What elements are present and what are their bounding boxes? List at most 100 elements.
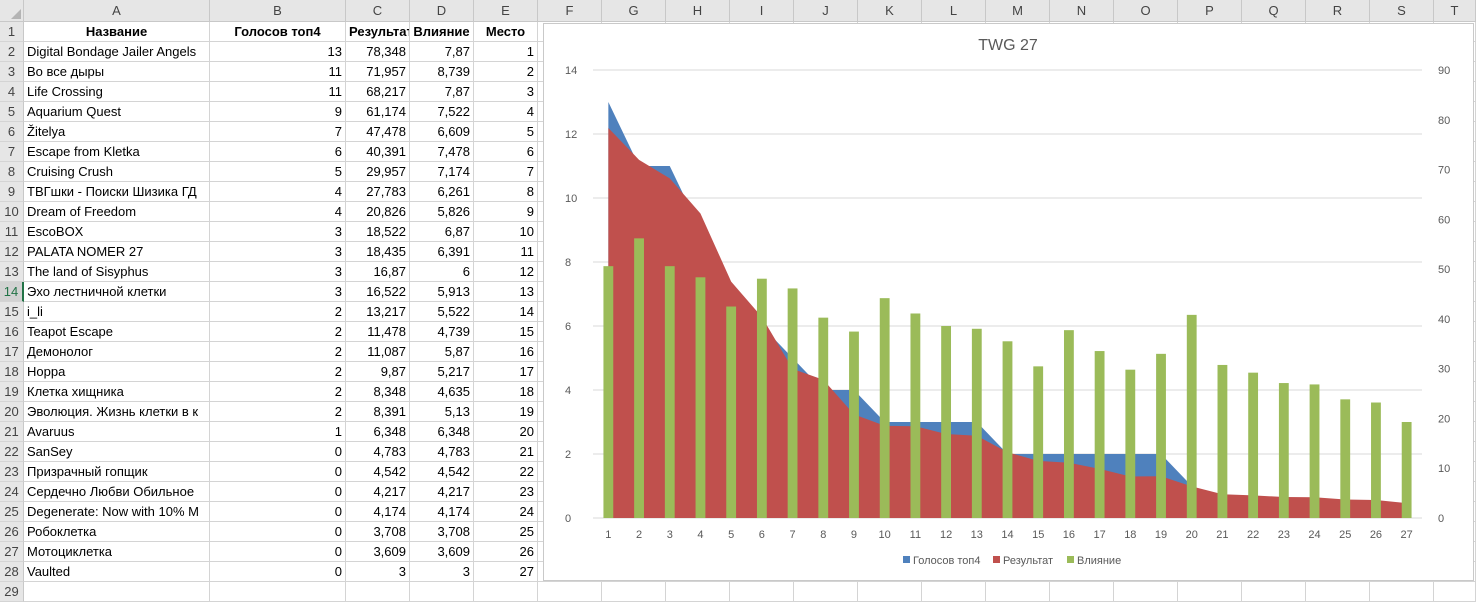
votes-cell[interactable]: 13 xyxy=(210,42,346,62)
grid-cell[interactable] xyxy=(1306,582,1370,602)
row-header-11[interactable]: 11 xyxy=(0,222,24,242)
row-header-9[interactable]: 9 xyxy=(0,182,24,202)
influence-cell[interactable]: 7,87 xyxy=(410,42,474,62)
result-cell[interactable]: 11,087 xyxy=(346,342,410,362)
name-cell[interactable]: i_li xyxy=(24,302,210,322)
header-name[interactable]: Название xyxy=(24,22,210,42)
grid-cell[interactable] xyxy=(666,582,730,602)
place-cell[interactable]: 2 xyxy=(474,62,538,82)
empty-cell[interactable] xyxy=(24,582,210,602)
column-header-s[interactable]: S xyxy=(1370,0,1434,22)
place-cell[interactable]: 22 xyxy=(474,462,538,482)
row-header-14[interactable]: 14 xyxy=(0,282,24,302)
result-cell[interactable]: 13,217 xyxy=(346,302,410,322)
empty-cell[interactable] xyxy=(210,582,346,602)
place-cell[interactable]: 25 xyxy=(474,522,538,542)
name-cell[interactable]: ТВГшки - Поиски Шизика ГД xyxy=(24,182,210,202)
place-cell[interactable]: 11 xyxy=(474,242,538,262)
column-header-e[interactable]: E xyxy=(474,0,538,22)
votes-cell[interactable]: 7 xyxy=(210,122,346,142)
select-all-corner[interactable] xyxy=(0,0,24,22)
result-cell[interactable]: 3,609 xyxy=(346,542,410,562)
row-header-16[interactable]: 16 xyxy=(0,322,24,342)
place-cell[interactable]: 17 xyxy=(474,362,538,382)
column-header-g[interactable]: G xyxy=(602,0,666,22)
result-cell[interactable]: 29,957 xyxy=(346,162,410,182)
row-header-15[interactable]: 15 xyxy=(0,302,24,322)
result-cell[interactable]: 61,174 xyxy=(346,102,410,122)
place-cell[interactable]: 12 xyxy=(474,262,538,282)
result-cell[interactable]: 40,391 xyxy=(346,142,410,162)
name-cell[interactable]: Во все дыры xyxy=(24,62,210,82)
place-cell[interactable]: 10 xyxy=(474,222,538,242)
row-header-18[interactable]: 18 xyxy=(0,362,24,382)
votes-cell[interactable]: 0 xyxy=(210,482,346,502)
place-cell[interactable]: 18 xyxy=(474,382,538,402)
influence-cell[interactable]: 4,542 xyxy=(410,462,474,482)
place-cell[interactable]: 14 xyxy=(474,302,538,322)
name-cell[interactable]: Teapot Escape xyxy=(24,322,210,342)
votes-cell[interactable]: 0 xyxy=(210,462,346,482)
row-header-1[interactable]: 1 xyxy=(0,22,24,42)
row-header-28[interactable]: 28 xyxy=(0,562,24,582)
row-header-23[interactable]: 23 xyxy=(0,462,24,482)
result-cell[interactable]: 6,348 xyxy=(346,422,410,442)
grid-cell[interactable] xyxy=(1178,582,1242,602)
name-cell[interactable]: Норра xyxy=(24,362,210,382)
votes-cell[interactable]: 2 xyxy=(210,342,346,362)
column-header-r[interactable]: R xyxy=(1306,0,1370,22)
column-header-m[interactable]: M xyxy=(986,0,1050,22)
result-cell[interactable]: 4,783 xyxy=(346,442,410,462)
influence-cell[interactable]: 3,609 xyxy=(410,542,474,562)
place-cell[interactable]: 5 xyxy=(474,122,538,142)
name-cell[interactable]: Žitelya xyxy=(24,122,210,142)
column-header-f[interactable]: F xyxy=(538,0,602,22)
result-cell[interactable]: 78,348 xyxy=(346,42,410,62)
votes-cell[interactable]: 5 xyxy=(210,162,346,182)
place-cell[interactable]: 27 xyxy=(474,562,538,582)
votes-cell[interactable]: 3 xyxy=(210,262,346,282)
votes-cell[interactable]: 2 xyxy=(210,382,346,402)
influence-cell[interactable]: 3 xyxy=(410,562,474,582)
name-cell[interactable]: Эволюция. Жизнь клетки в к xyxy=(24,402,210,422)
row-header-12[interactable]: 12 xyxy=(0,242,24,262)
influence-cell[interactable]: 4,739 xyxy=(410,322,474,342)
row-header-24[interactable]: 24 xyxy=(0,482,24,502)
column-header-c[interactable]: C xyxy=(346,0,410,22)
column-header-k[interactable]: K xyxy=(858,0,922,22)
name-cell[interactable]: Мотоциклетка xyxy=(24,542,210,562)
votes-cell[interactable]: 4 xyxy=(210,202,346,222)
votes-cell[interactable]: 0 xyxy=(210,502,346,522)
influence-cell[interactable]: 6,261 xyxy=(410,182,474,202)
influence-cell[interactable]: 6,87 xyxy=(410,222,474,242)
row-header-7[interactable]: 7 xyxy=(0,142,24,162)
influence-cell[interactable]: 5,217 xyxy=(410,362,474,382)
influence-cell[interactable]: 8,739 xyxy=(410,62,474,82)
influence-cell[interactable]: 6,348 xyxy=(410,422,474,442)
result-cell[interactable]: 3,708 xyxy=(346,522,410,542)
result-cell[interactable]: 16,522 xyxy=(346,282,410,302)
name-cell[interactable]: Клетка хищника xyxy=(24,382,210,402)
place-cell[interactable]: 23 xyxy=(474,482,538,502)
result-cell[interactable]: 68,217 xyxy=(346,82,410,102)
row-header-22[interactable]: 22 xyxy=(0,442,24,462)
place-cell[interactable]: 26 xyxy=(474,542,538,562)
influence-cell[interactable]: 7,87 xyxy=(410,82,474,102)
grid-cell[interactable] xyxy=(1434,582,1476,602)
place-cell[interactable]: 4 xyxy=(474,102,538,122)
result-cell[interactable]: 4,217 xyxy=(346,482,410,502)
result-cell[interactable]: 4,174 xyxy=(346,502,410,522)
grid-cell[interactable] xyxy=(986,582,1050,602)
place-cell[interactable]: 3 xyxy=(474,82,538,102)
votes-cell[interactable]: 0 xyxy=(210,442,346,462)
column-header-o[interactable]: O xyxy=(1114,0,1178,22)
result-cell[interactable]: 8,348 xyxy=(346,382,410,402)
place-cell[interactable]: 9 xyxy=(474,202,538,222)
grid-cell[interactable] xyxy=(1370,582,1434,602)
header-place[interactable]: Место xyxy=(474,22,538,42)
result-cell[interactable]: 4,542 xyxy=(346,462,410,482)
result-cell[interactable]: 9,87 xyxy=(346,362,410,382)
column-header-q[interactable]: Q xyxy=(1242,0,1306,22)
influence-cell[interactable]: 4,783 xyxy=(410,442,474,462)
row-header-3[interactable]: 3 xyxy=(0,62,24,82)
